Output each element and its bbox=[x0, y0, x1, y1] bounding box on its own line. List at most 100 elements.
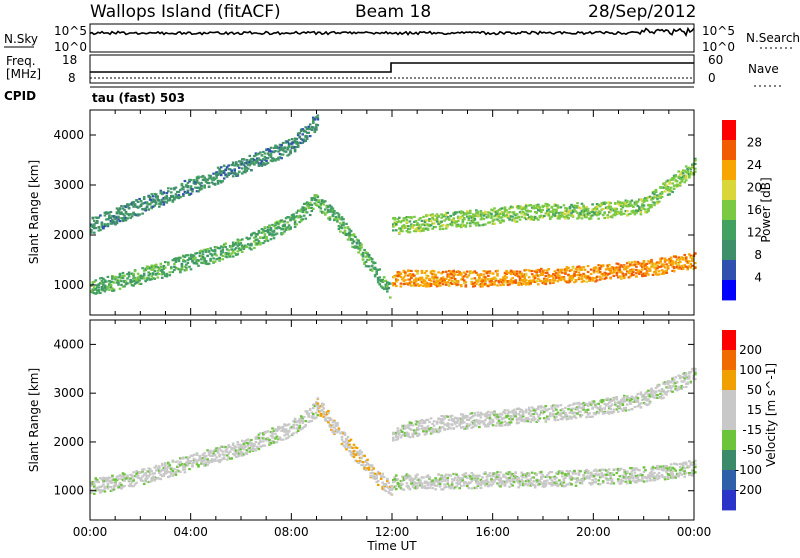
heatmap-cell bbox=[178, 259, 181, 261]
heatmap-cell bbox=[232, 162, 235, 164]
heatmap-cell bbox=[638, 206, 641, 208]
heatmap-cell bbox=[560, 279, 563, 281]
heatmap-cell bbox=[517, 477, 520, 479]
heatmap-cell bbox=[223, 455, 226, 457]
heatmap-cell bbox=[465, 472, 468, 474]
heatmap-cell bbox=[658, 270, 661, 272]
heatmap-cell bbox=[199, 252, 202, 254]
heatmap-cell bbox=[101, 221, 104, 223]
heatmap-cell bbox=[190, 193, 193, 195]
heatmap-cell bbox=[581, 217, 584, 219]
heatmap-cell bbox=[221, 180, 224, 182]
heatmap-cell bbox=[268, 439, 271, 441]
heatmap-cell bbox=[126, 277, 129, 279]
heatmap-cell bbox=[677, 170, 680, 172]
heatmap-cell bbox=[543, 215, 546, 217]
heatmap-cell bbox=[311, 129, 314, 131]
heatmap-cell bbox=[570, 269, 573, 271]
heatmap-cell bbox=[406, 219, 409, 221]
heatmap-cell bbox=[265, 237, 268, 239]
heatmap-cell bbox=[606, 217, 609, 219]
heatmap-cell bbox=[169, 271, 172, 273]
heatmap-cell bbox=[649, 270, 652, 272]
heatmap-cell bbox=[241, 161, 244, 163]
heatmap-cell bbox=[196, 453, 199, 455]
heatmap-cell bbox=[540, 268, 543, 270]
heatmap-cell bbox=[576, 479, 579, 481]
heatmap-cell bbox=[378, 283, 381, 285]
heatmap-cell bbox=[442, 283, 445, 285]
heatmap-cell bbox=[412, 227, 415, 229]
heatmap-cell bbox=[203, 187, 206, 189]
heatmap-cell bbox=[182, 456, 185, 458]
heatmap-cell bbox=[658, 273, 661, 275]
heatmap-cell bbox=[546, 280, 549, 282]
heatmap-cell bbox=[508, 283, 511, 285]
heatmap-cell bbox=[261, 154, 264, 156]
heatmap-cell bbox=[557, 269, 560, 271]
heatmap-cell bbox=[212, 257, 215, 259]
heatmap-cell bbox=[484, 212, 487, 214]
heatmap-cell bbox=[418, 224, 421, 226]
heatmap-cell bbox=[465, 281, 468, 283]
heatmap-cell bbox=[169, 274, 172, 276]
heatmap-cell bbox=[107, 223, 110, 225]
heatmap-cell bbox=[540, 471, 543, 473]
heatmap-cell bbox=[661, 191, 664, 193]
heatmap-cell bbox=[193, 179, 196, 181]
heatmap-cell bbox=[593, 271, 596, 273]
heatmap-cell bbox=[323, 404, 326, 406]
heatmap-cell bbox=[250, 248, 253, 250]
heatmap-cell bbox=[301, 422, 304, 424]
heatmap-cell bbox=[662, 263, 665, 265]
heatmap-cell bbox=[93, 493, 96, 495]
heatmap-cell bbox=[493, 219, 496, 221]
heatmap-cell bbox=[188, 468, 191, 470]
heatmap-cell bbox=[209, 260, 212, 262]
heatmap-cell bbox=[496, 270, 499, 272]
colorbar-swatch bbox=[722, 260, 736, 280]
heatmap-cell bbox=[490, 217, 493, 219]
heatmap-cell bbox=[498, 281, 501, 283]
heatmap-cell bbox=[191, 190, 194, 192]
heatmap-cell bbox=[433, 270, 436, 272]
heatmap-cell bbox=[493, 223, 496, 225]
heatmap-cell bbox=[674, 262, 677, 264]
heatmap-cell bbox=[637, 210, 640, 212]
heatmap-cell bbox=[372, 467, 375, 469]
heatmap-cell bbox=[428, 476, 431, 478]
heatmap-cell bbox=[117, 478, 120, 480]
heatmap-cell bbox=[685, 175, 688, 177]
heatmap-cell bbox=[351, 447, 354, 449]
heatmap-cell bbox=[286, 221, 289, 223]
heatmap-cell bbox=[283, 147, 286, 149]
heatmap-cell bbox=[229, 256, 232, 258]
heatmap-cell bbox=[224, 243, 227, 245]
heatmap-cell bbox=[516, 273, 519, 275]
heatmap-cell bbox=[502, 212, 505, 214]
heatmap-cell bbox=[665, 259, 668, 261]
heatmap-cell bbox=[469, 210, 472, 212]
heatmap-cell bbox=[386, 478, 389, 480]
heatmap-cell bbox=[190, 460, 193, 462]
heatmap-cell bbox=[354, 236, 357, 238]
heatmap-cell bbox=[590, 273, 593, 275]
heatmap-cell bbox=[682, 178, 685, 180]
heatmap-cell bbox=[683, 254, 686, 256]
heatmap-cell bbox=[484, 471, 487, 473]
heatmap-cell bbox=[262, 242, 265, 244]
heatmap-cell bbox=[132, 285, 135, 287]
heatmap-cell bbox=[549, 280, 552, 282]
heatmap-cell bbox=[659, 186, 662, 188]
heatmap-cell bbox=[490, 481, 493, 483]
heatmap-cell bbox=[557, 280, 560, 282]
heatmap-cell bbox=[599, 271, 602, 273]
heatmap-cell bbox=[502, 284, 505, 286]
heatmap-cell bbox=[674, 175, 677, 177]
heatmap-cell bbox=[395, 485, 398, 487]
heatmap-cell bbox=[558, 275, 561, 277]
heatmap-cell bbox=[301, 133, 304, 135]
heatmap-cell bbox=[413, 282, 416, 284]
heatmap-cell bbox=[292, 425, 295, 427]
heatmap-cell bbox=[489, 272, 492, 274]
